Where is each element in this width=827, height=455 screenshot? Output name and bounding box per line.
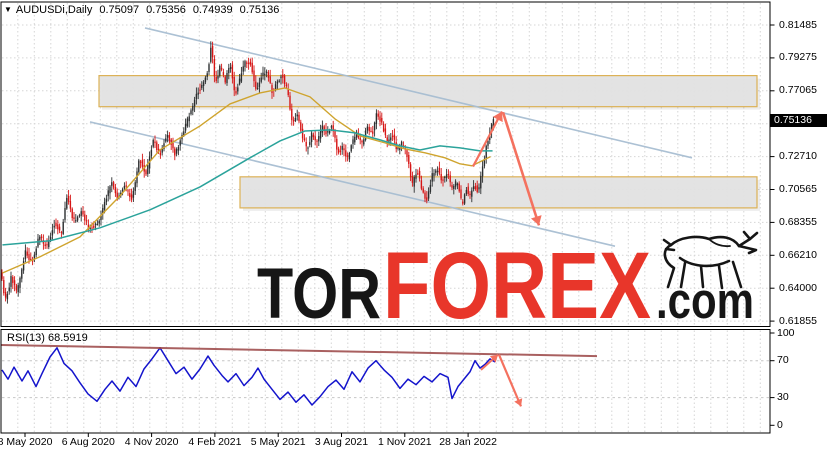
main-chart-panel[interactable] bbox=[0, 1, 771, 327]
bull-logo-icon bbox=[662, 230, 759, 290]
watermark-dotcom-text: .com bbox=[656, 272, 754, 329]
watermark-tor-text: TOR bbox=[257, 255, 381, 334]
rsi-chart-panel[interactable] bbox=[0, 329, 771, 434]
torforex-watermark: TOR FOREX .com bbox=[257, 230, 759, 339]
watermark-forex-text: FOREX bbox=[383, 233, 651, 339]
